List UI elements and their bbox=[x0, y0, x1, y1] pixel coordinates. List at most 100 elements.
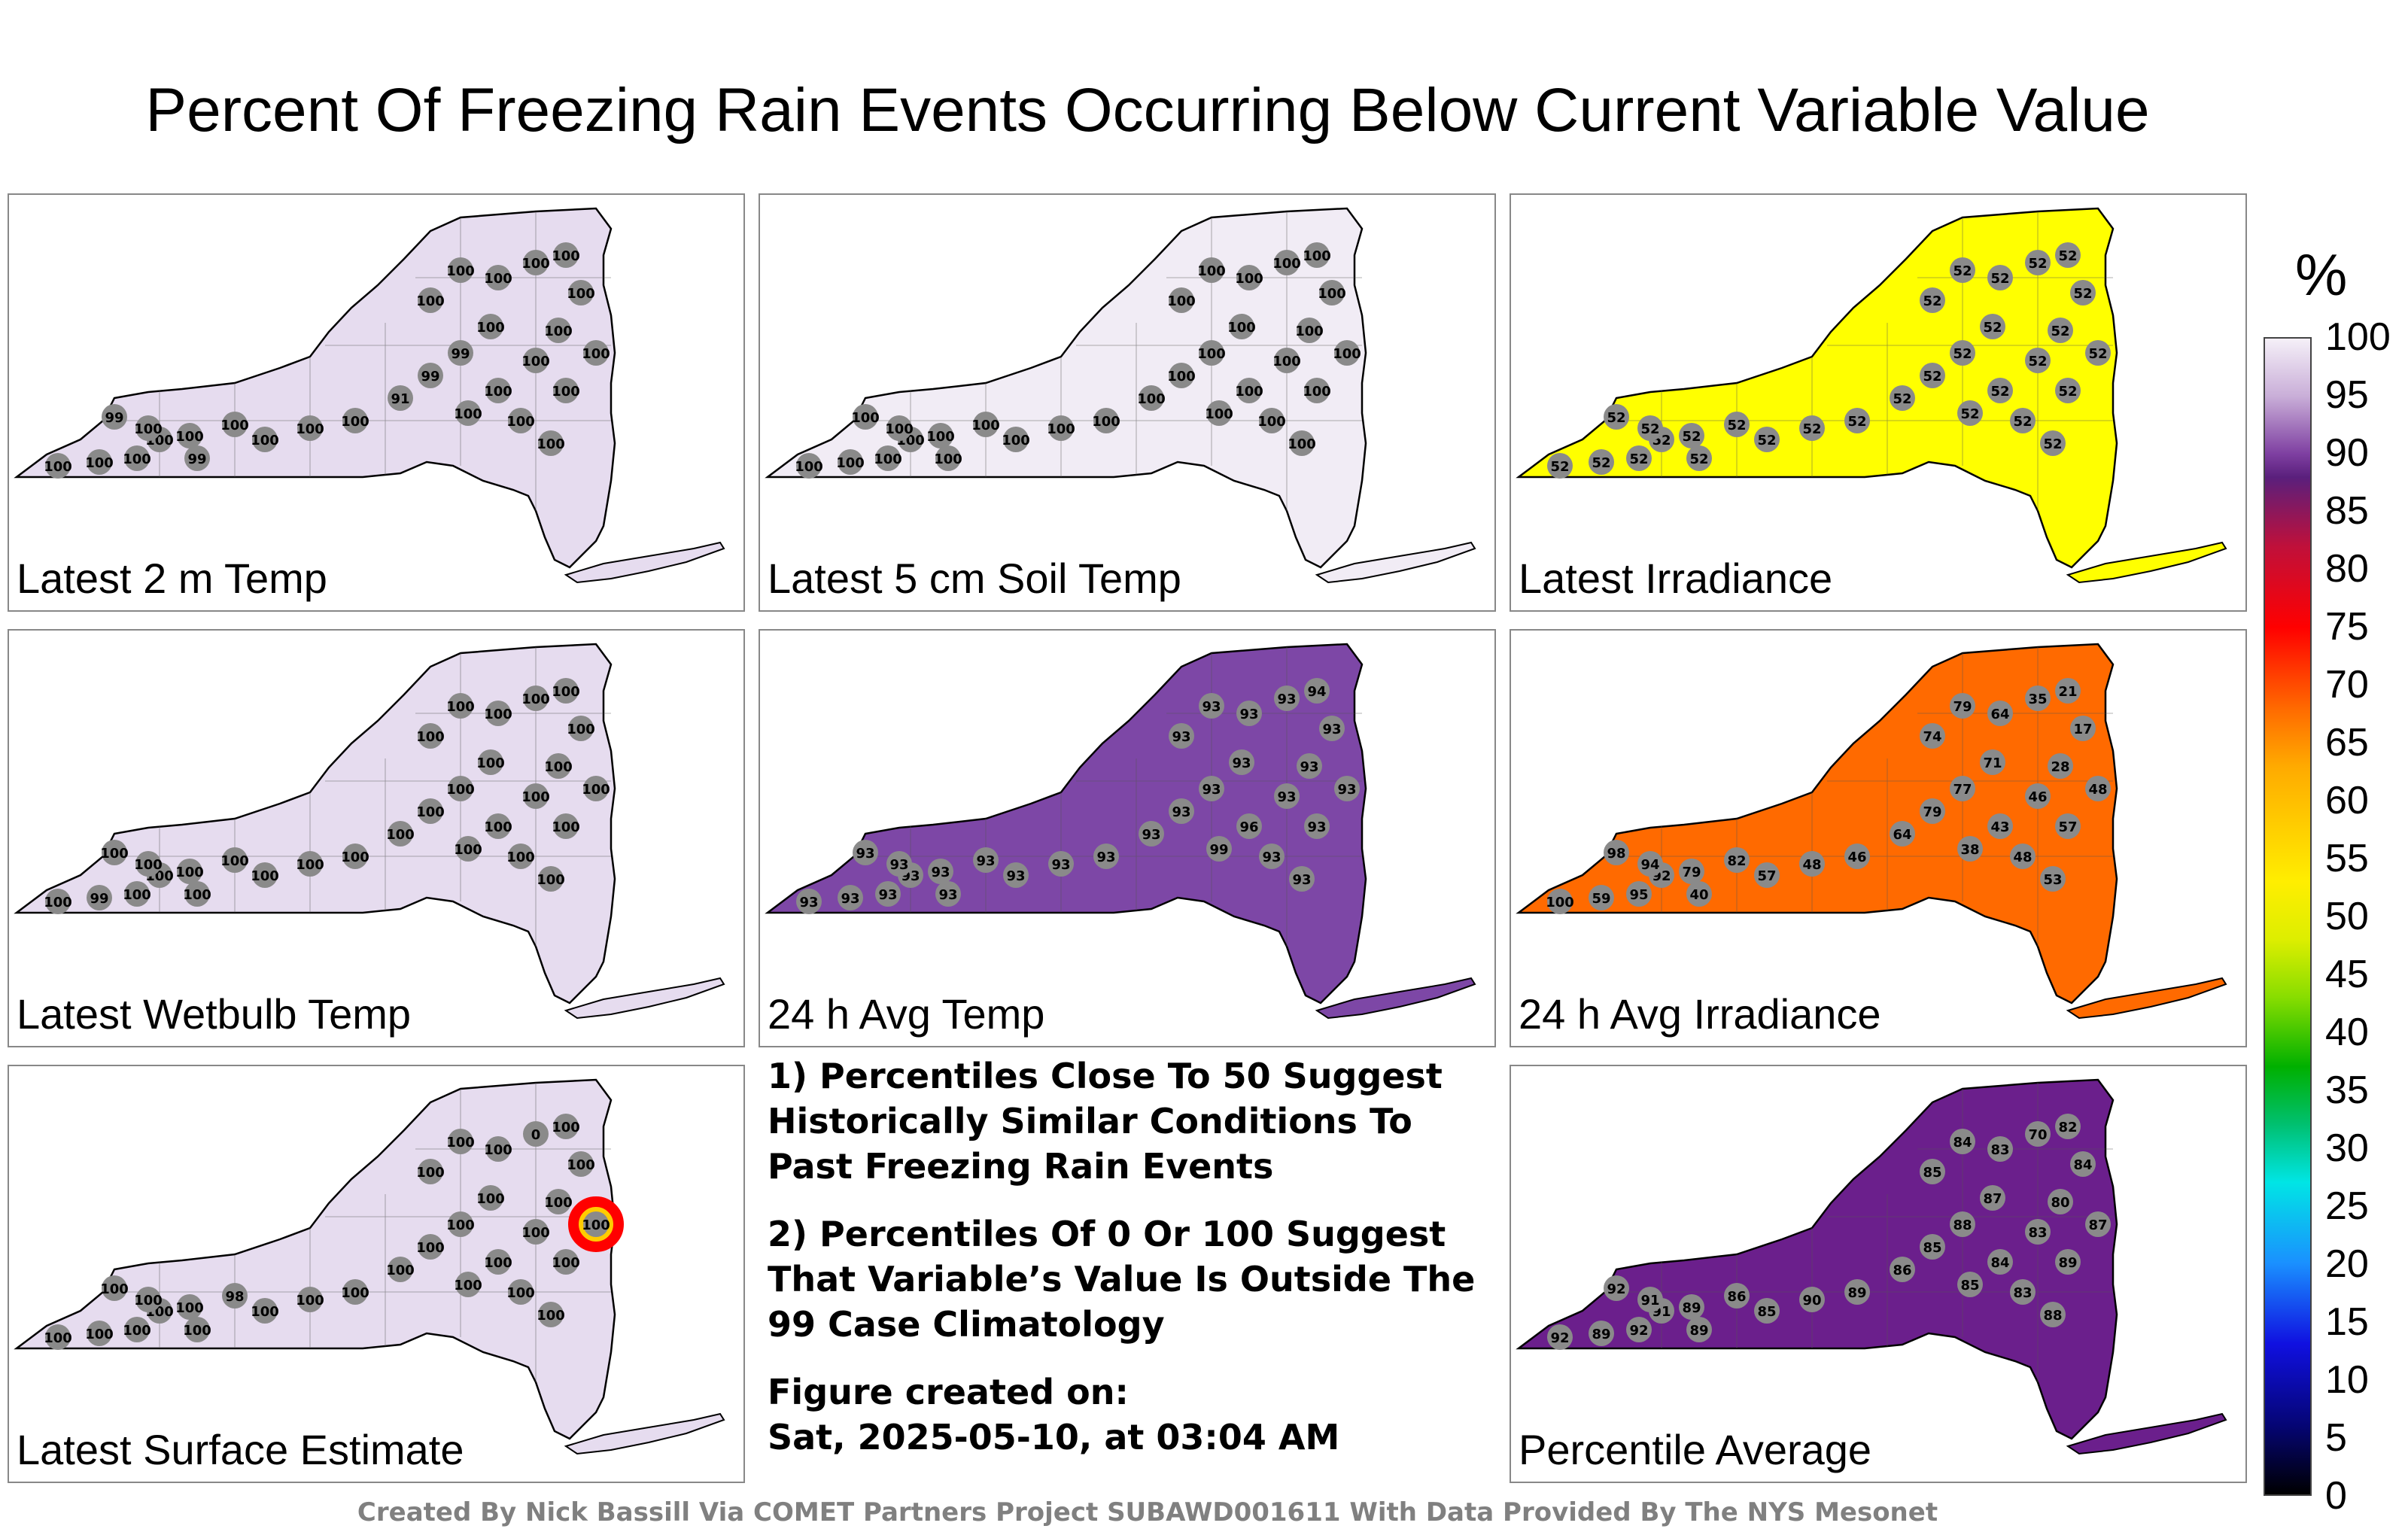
station-dot bbox=[1003, 862, 1029, 888]
station-marker: 100 bbox=[446, 1211, 475, 1237]
station-marker: 100 bbox=[1092, 408, 1120, 433]
station-dot bbox=[2010, 843, 2036, 869]
colorbar-tick-label: 55 bbox=[2325, 837, 2369, 880]
station-value: 85 bbox=[1960, 1278, 1979, 1293]
station-marker: 100 bbox=[175, 423, 204, 448]
station-value: 99 bbox=[421, 369, 439, 385]
station-marker: 100 bbox=[521, 1219, 550, 1245]
station-dot bbox=[2048, 318, 2073, 343]
station-dot bbox=[2070, 716, 2096, 741]
station-value: 100 bbox=[296, 857, 324, 873]
station-dot bbox=[124, 881, 150, 907]
station-dot bbox=[222, 1283, 248, 1309]
station-marker: 100 bbox=[567, 280, 595, 305]
station-marker: 84 bbox=[1950, 1129, 1975, 1154]
station-value: 100 bbox=[446, 699, 475, 715]
station-value: 100 bbox=[296, 1293, 324, 1309]
station-dot bbox=[2055, 378, 2081, 403]
colorbar-tick-label: 70 bbox=[2325, 663, 2369, 707]
station-dot bbox=[853, 404, 878, 430]
station-value: 99 bbox=[90, 891, 108, 907]
station-value: 100 bbox=[386, 1263, 415, 1278]
station-value: 93 bbox=[1142, 827, 1160, 843]
station-dot bbox=[1754, 427, 1780, 452]
station-marker: 100 bbox=[552, 813, 580, 839]
station-marker: 100 bbox=[476, 749, 505, 775]
station-dot bbox=[1319, 280, 1345, 305]
station-dot bbox=[538, 430, 564, 456]
station-marker: 100 bbox=[123, 1317, 151, 1342]
station-marker: 100 bbox=[552, 1249, 580, 1275]
station-marker: 52 bbox=[1637, 415, 1663, 441]
station-dot bbox=[2025, 783, 2051, 809]
long-island-outline bbox=[2066, 541, 2227, 584]
station-dot bbox=[1987, 1249, 2013, 1275]
station-marker: 100 bbox=[582, 1211, 610, 1237]
station-dot bbox=[448, 1129, 473, 1154]
station-marker: 85 bbox=[1920, 1159, 1945, 1184]
station-value: 100 bbox=[296, 421, 324, 437]
station-dot bbox=[2025, 250, 2051, 275]
station-value: 100 bbox=[836, 455, 865, 471]
station-dot bbox=[973, 847, 999, 873]
station-marker: 28 bbox=[2048, 753, 2073, 779]
station-marker: 100 bbox=[123, 445, 151, 471]
station-value: 100 bbox=[582, 346, 610, 362]
station-dot bbox=[1589, 1321, 1614, 1346]
station-value: 93 bbox=[1262, 850, 1281, 865]
station-marker: 99 bbox=[1206, 836, 1232, 862]
station-dot bbox=[853, 840, 878, 865]
station-value: 100 bbox=[1197, 263, 1226, 279]
station-value: 52 bbox=[2043, 436, 2062, 452]
station-dot bbox=[1199, 693, 1224, 719]
colorbar-tick-label: 10 bbox=[2325, 1358, 2369, 1402]
station-dot bbox=[2025, 685, 2051, 711]
station-dot bbox=[1724, 1283, 1750, 1309]
station-value: 96 bbox=[1239, 819, 1258, 835]
station-value: 100 bbox=[416, 804, 445, 820]
map-panel-2m-temp: 100 100 100 99 100 100 100 100 99 100 100 100 91 99 99… bbox=[8, 193, 745, 612]
station-dot bbox=[1920, 723, 1945, 749]
station-marker: 100 bbox=[416, 723, 445, 749]
station-value: 93 bbox=[1277, 692, 1296, 707]
station-value: 100 bbox=[416, 1240, 445, 1256]
station-dot bbox=[1890, 1257, 1915, 1282]
station-marker: 92 bbox=[1626, 1317, 1652, 1342]
station-marker: 100 bbox=[134, 415, 163, 441]
station-marker: 100 bbox=[552, 1114, 580, 1139]
station-marker: 52 bbox=[1604, 404, 1629, 430]
station-marker: 96 bbox=[1236, 813, 1262, 839]
station-dot bbox=[1957, 1272, 1983, 1297]
station-dot bbox=[2055, 1114, 2081, 1139]
station-value: 85 bbox=[1923, 1240, 1941, 1256]
station-marker: 87 bbox=[1980, 1185, 2005, 1211]
station-value: 87 bbox=[1983, 1191, 2002, 1207]
station-dot bbox=[102, 1275, 127, 1301]
station-value: 0 bbox=[531, 1127, 541, 1143]
station-dot bbox=[1604, 1275, 1629, 1301]
station-dot bbox=[838, 885, 863, 910]
station-value: 48 bbox=[2088, 782, 2107, 798]
station-dot bbox=[87, 449, 112, 475]
station-marker: 52 bbox=[1950, 257, 1975, 283]
station-value: 91 bbox=[1640, 1293, 1659, 1309]
station-value: 52 bbox=[1689, 451, 1708, 467]
state-outline bbox=[14, 207, 616, 569]
station-value: 100 bbox=[454, 842, 482, 858]
station-marker: 83 bbox=[2025, 1219, 2051, 1245]
station-marker: 21 bbox=[2055, 678, 2081, 704]
station-dot bbox=[1604, 404, 1629, 430]
station-marker: 100 bbox=[506, 408, 535, 433]
station-value: 100 bbox=[795, 459, 823, 475]
station-value: 100 bbox=[476, 1191, 505, 1207]
station-marker: 100 bbox=[296, 1287, 324, 1312]
station-value: 100 bbox=[544, 759, 573, 775]
station-value: 100 bbox=[220, 418, 249, 433]
note-1: 1) Percentiles Close To 50 Suggest Histo… bbox=[768, 1056, 1443, 1187]
station-dot bbox=[546, 753, 571, 779]
station-value: 100 bbox=[552, 819, 580, 835]
station-dot bbox=[2040, 866, 2066, 892]
station-marker: 100 bbox=[537, 1302, 565, 1327]
station-value: 52 bbox=[1923, 369, 1941, 385]
